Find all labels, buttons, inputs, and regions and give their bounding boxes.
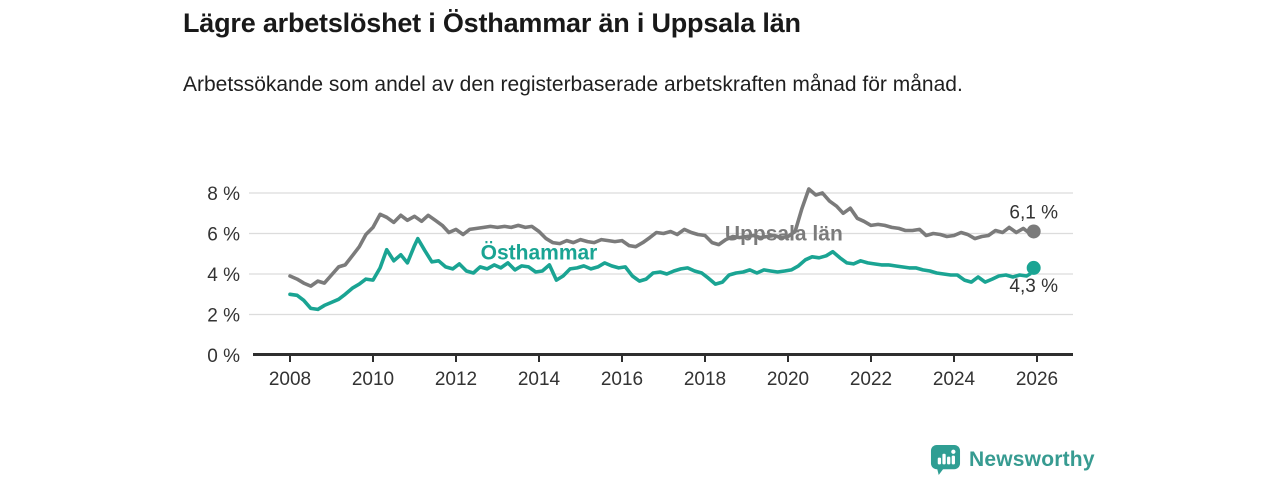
latest-value-dot-uppsala-l-n bbox=[1026, 224, 1041, 239]
latest-value-dot--sthammar bbox=[1026, 260, 1041, 275]
y-axis-label-0pct: 0 % bbox=[207, 346, 240, 367]
series-line--sthammar bbox=[288, 236, 1036, 312]
chart-title: Lägre arbetslöshet i Östhammar än i Upps… bbox=[183, 8, 801, 38]
series-label-uppsala-l-n: Uppsala län bbox=[725, 223, 843, 246]
x-axis-label-2014: 2014 bbox=[518, 369, 561, 390]
x-axis-label-2016: 2016 bbox=[601, 369, 643, 390]
series-line-uppsala-l-n bbox=[288, 187, 1036, 288]
newsworthy-logo-icon bbox=[930, 444, 961, 476]
x-axis-label-2010: 2010 bbox=[352, 369, 394, 390]
newsworthy-branding: Newsworthy bbox=[930, 444, 1095, 476]
latest-value-label-uppsala-l-n: 6,1 % bbox=[1009, 202, 1058, 223]
newsworthy-wordmark: Newsworthy bbox=[969, 448, 1095, 471]
y-axis-label-2pct: 2 % bbox=[207, 306, 240, 327]
chart-subtitle: Arbetssökande som andel av den registerb… bbox=[183, 73, 963, 96]
x-axis-label-2024: 2024 bbox=[933, 369, 976, 390]
x-axis-label-2020: 2020 bbox=[767, 369, 809, 390]
x-axis-label-2012: 2012 bbox=[435, 369, 477, 390]
latest-value-label--sthammar: 4,3 % bbox=[1009, 276, 1058, 297]
x-axis-label-2026: 2026 bbox=[1016, 369, 1058, 390]
y-axis-label-4pct: 4 % bbox=[207, 265, 240, 286]
series-label--sthammar: Östhammar bbox=[481, 242, 598, 265]
x-axis-label-2018: 2018 bbox=[684, 369, 726, 390]
y-axis-label-8pct: 8 % bbox=[207, 184, 240, 205]
x-axis-label-2022: 2022 bbox=[850, 369, 892, 390]
x-axis-label-2008: 2008 bbox=[269, 369, 311, 390]
y-axis-label-6pct: 6 % bbox=[207, 225, 240, 246]
